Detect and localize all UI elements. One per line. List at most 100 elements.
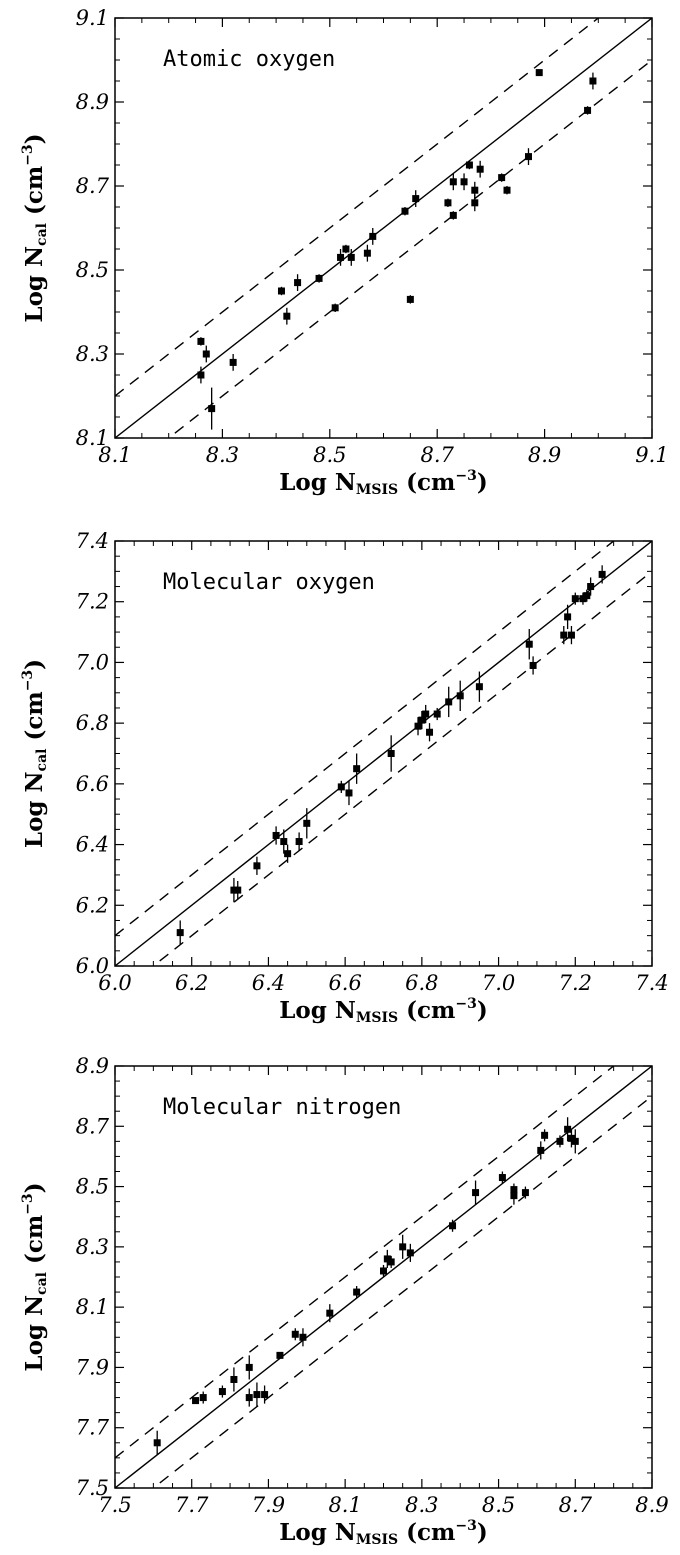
data-point [202, 350, 210, 358]
data-point [529, 661, 537, 669]
identity-line [115, 541, 652, 966]
data-point [345, 789, 353, 797]
data-point [449, 178, 457, 186]
x-axis-label: Log NMSIS (cm−3) [279, 1518, 488, 1548]
x-tick-label: 7.4 [635, 971, 668, 995]
x-tick-label: 8.9 [528, 443, 561, 467]
data-point [422, 710, 430, 718]
data-point [229, 358, 237, 366]
data-point [449, 1222, 457, 1230]
data-point [567, 631, 575, 639]
x-tick-label: 8.3 [405, 1493, 438, 1517]
data-point [284, 850, 292, 858]
x-tick-label: 8.5 [482, 1493, 515, 1517]
y-tick-label: 7.4 [76, 529, 109, 553]
data-point [510, 1186, 518, 1194]
y-axis-label-group: Log Ncal (cm−3) [20, 659, 50, 848]
y-tick-label: 8.7 [76, 1114, 110, 1138]
data-point [197, 371, 205, 379]
data-point [560, 631, 568, 639]
x-tick-label: 7.0 [482, 971, 515, 995]
data-point [245, 1363, 253, 1371]
data-point [589, 77, 597, 85]
data-point [303, 819, 311, 827]
y-tick-label: 8.1 [76, 426, 109, 450]
data-point [230, 886, 238, 894]
data-point [331, 304, 339, 312]
panel-1: 8.18.1 8.3 8.3 8.5 8.5 8.7 8.7 8.9 8.9 9.1 9.1 Atom… [20, 6, 669, 498]
y-tick-label: 9.1 [76, 6, 109, 30]
data-point [383, 1255, 391, 1263]
data-point [418, 716, 426, 724]
data-point [363, 249, 371, 257]
data-point [208, 405, 216, 413]
y-axis-label: Log Ncal (cm−3) [20, 133, 50, 322]
data-point [444, 199, 452, 207]
x-tick-label: 8.5 [313, 443, 346, 467]
y-tick-label: 8.9 [76, 90, 109, 114]
panel-title: Molecular nitrogen [163, 1095, 401, 1120]
data-point [299, 1333, 307, 1341]
y-tick-label: 8.5 [76, 258, 109, 282]
data-point [541, 1131, 549, 1139]
x-tick-label: 7.2 [559, 971, 592, 995]
x-tick-label: 8.9 [635, 1493, 668, 1517]
data-point [192, 1397, 200, 1405]
x-tick-label: 6.2 [175, 971, 208, 995]
data-point [414, 722, 422, 730]
panel-title: Molecular oxygen [163, 570, 375, 595]
y-tick-label: 7.9 [76, 1355, 109, 1379]
data-point [406, 1249, 414, 1257]
data-point [277, 287, 285, 295]
data-points [197, 69, 597, 430]
y-tick-label: 8.3 [76, 342, 109, 366]
y-tick-label: 8.3 [76, 1235, 109, 1259]
data-point [387, 1258, 395, 1266]
x-axis-label: Log NMSIS (cm−3) [279, 468, 488, 498]
data-point [253, 1391, 261, 1399]
y-tick-label: 7.7 [76, 1416, 110, 1440]
y-tick-label: 6.6 [76, 772, 109, 796]
data-point [245, 1394, 253, 1402]
dashed-bound-line [115, 541, 615, 937]
y-axis-label: Log Ncal (cm−3) [20, 659, 50, 848]
y-tick-label: 8.7 [76, 174, 110, 198]
data-point [460, 178, 468, 186]
data-point [598, 570, 606, 578]
data-point [291, 1330, 299, 1338]
x-tick-label: 8.7 [420, 443, 454, 467]
data-point [535, 69, 543, 77]
reference-lines [115, 18, 652, 438]
x-axis-label: Log NMSIS (cm−3) [279, 996, 488, 1026]
x-tick-label: 6.0 [98, 971, 131, 995]
x-tick-label: 6.6 [328, 971, 361, 995]
data-point [326, 1309, 334, 1317]
data-point [295, 838, 303, 846]
y-tick-label: 6.4 [76, 833, 109, 857]
data-point [471, 199, 479, 207]
x-tick-label: 6.4 [252, 971, 285, 995]
y-tick-label: 7.5 [76, 1476, 109, 1500]
reference-lines [115, 541, 652, 966]
x-tick-label: 7.7 [175, 1493, 209, 1517]
data-point [412, 195, 420, 203]
y-axis-label-group: Log Ncal (cm−3) [20, 133, 50, 322]
data-point [456, 692, 464, 700]
data-point [433, 710, 441, 718]
data-point [401, 207, 409, 215]
x-tick-label: 7.5 [98, 1493, 131, 1517]
data-point [176, 929, 184, 937]
data-point [294, 279, 302, 287]
y-axis-label: Log Ncal (cm−3) [20, 1182, 50, 1371]
data-point [587, 583, 595, 591]
y-axis-label-group: Log Ncal (cm−3) [20, 1182, 50, 1371]
dashed-bound-line [152, 1095, 652, 1488]
x-tick-label: 8.1 [328, 1493, 361, 1517]
data-point [261, 1391, 269, 1399]
data-point [380, 1267, 387, 1275]
data-point [230, 1375, 238, 1383]
dashed-bound-line [152, 570, 652, 966]
y-tick-label: 6.2 [76, 893, 109, 917]
y-tick-label: 7.0 [76, 650, 109, 674]
y-tick-label: 8.5 [76, 1175, 109, 1199]
